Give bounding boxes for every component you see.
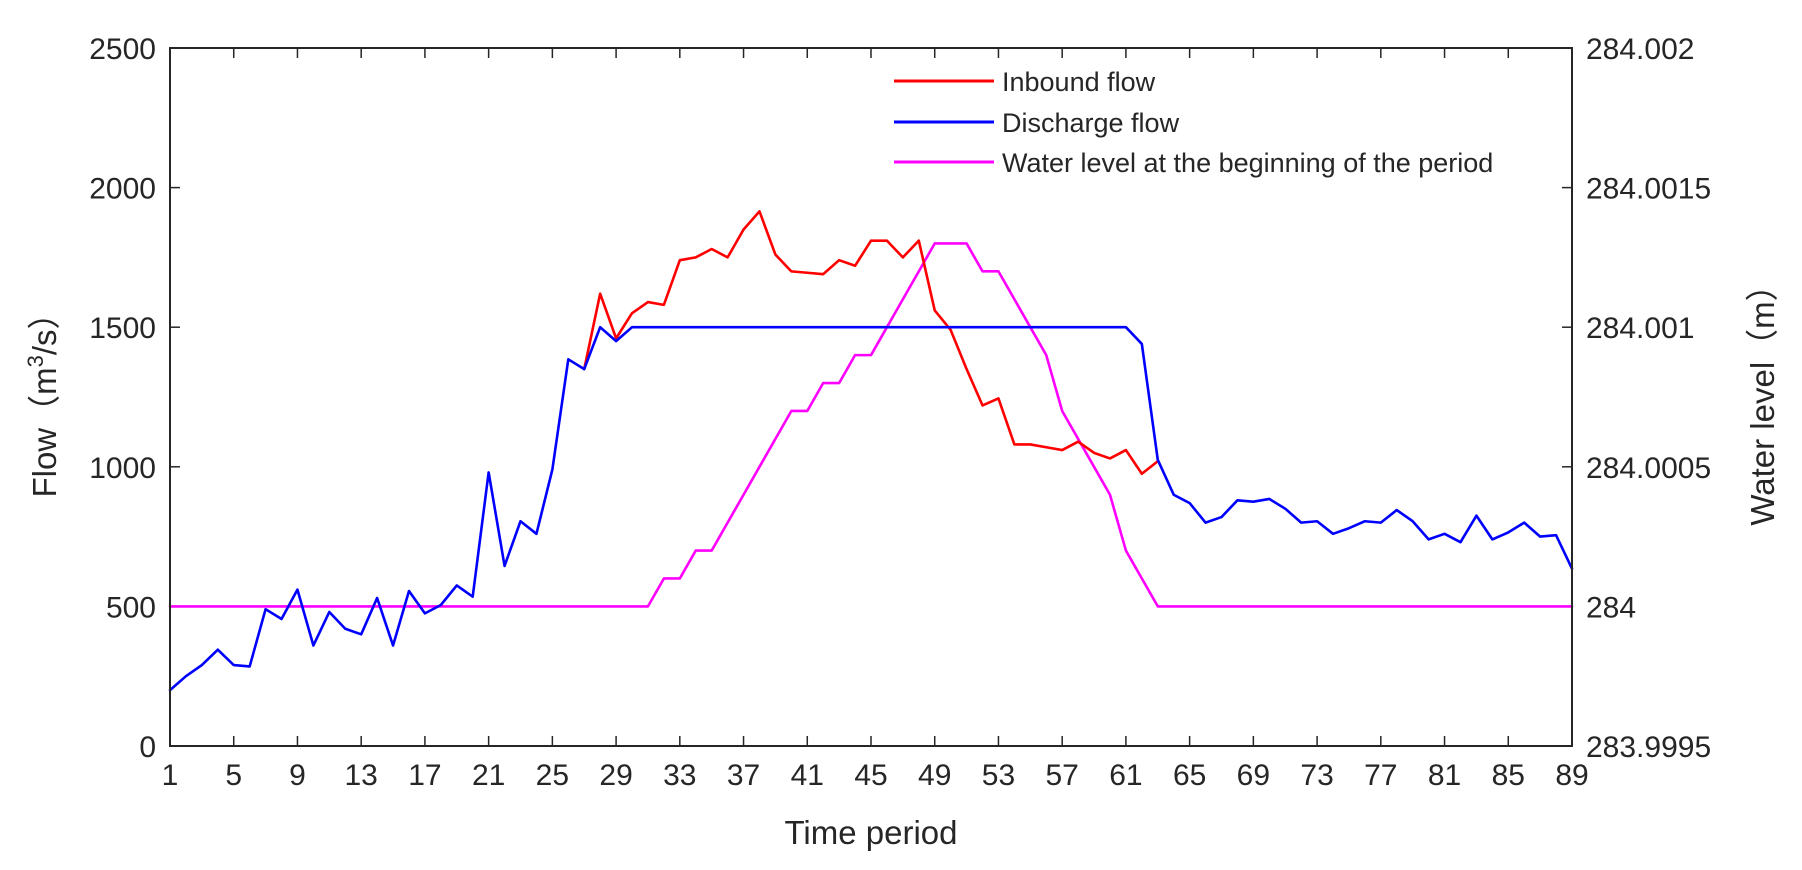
left-y-tick-label: 1500 xyxy=(89,312,156,345)
x-tick-label: 69 xyxy=(1237,759,1270,792)
left-y-tick-label: 2000 xyxy=(89,173,156,206)
tick-labels: 1 5 9 13 17 21 25 29 33 37 41 45 49 53 57 61 65 69 73 77 81 8… xyxy=(89,33,1711,792)
legend: Inbound flow Discharge flow Water level … xyxy=(894,67,1493,178)
right-y-tick-label: 284 xyxy=(1586,591,1636,624)
x-tick-label: 81 xyxy=(1428,759,1461,792)
x-tick-label: 61 xyxy=(1109,759,1142,792)
water-level-line xyxy=(168,242,1574,608)
x-tick-label: 65 xyxy=(1173,759,1206,792)
x-axis-label: Time period xyxy=(784,814,957,851)
x-tick-label: 17 xyxy=(408,759,441,792)
right-y-tick-label: 284.002 xyxy=(1586,33,1694,66)
legend-entry-inbound-flow: Inbound flow xyxy=(894,67,1156,97)
inbound-flow-line xyxy=(582,210,1160,476)
x-tick-label: 33 xyxy=(663,759,696,792)
x-tick-label: 73 xyxy=(1300,759,1333,792)
x-tick-label: 21 xyxy=(472,759,505,792)
x-tick-label: 85 xyxy=(1492,759,1525,792)
x-tick-label: 29 xyxy=(599,759,632,792)
left-y-tick-label: 1000 xyxy=(89,452,156,485)
x-tick-label: 41 xyxy=(791,759,824,792)
left-y-tick-label: 2500 xyxy=(89,33,156,66)
x-tick-label: 9 xyxy=(289,759,306,792)
discharge-flow-line xyxy=(168,325,1574,692)
x-tick-label: 25 xyxy=(536,759,569,792)
x-tick-label: 77 xyxy=(1364,759,1397,792)
legend-entry-water-level: Water level at the beginning of the peri… xyxy=(894,148,1493,178)
x-tick-label: 13 xyxy=(344,759,377,792)
x-tick-label: 5 xyxy=(225,759,242,792)
legend-label-discharge-flow: Discharge flow xyxy=(1002,108,1180,138)
series-lines xyxy=(168,210,1574,692)
left-y-axis-label-suffix: /s） xyxy=(26,296,63,355)
left-y-axis-label: Flow（m3/s） xyxy=(23,296,63,497)
legend-entry-discharge-flow: Discharge flow xyxy=(894,108,1180,138)
x-tick-label: 37 xyxy=(727,759,760,792)
right-y-tick-label: 284.0015 xyxy=(1586,173,1711,206)
x-tick-label: 1 xyxy=(162,759,179,792)
x-tick-label: 45 xyxy=(854,759,887,792)
right-y-tick-label: 284.001 xyxy=(1586,312,1694,345)
legend-label-water-level: Water level at the beginning of the peri… xyxy=(1002,148,1493,178)
x-tick-label: 57 xyxy=(1045,759,1078,792)
left-y-tick-label: 500 xyxy=(106,591,156,624)
left-y-axis-label-superscript: 3 xyxy=(23,355,48,367)
legend-label-inbound-flow: Inbound flow xyxy=(1002,67,1156,97)
right-y-tick-label: 283.9995 xyxy=(1586,731,1711,764)
left-y-axis-label-prefix: Flow（m xyxy=(26,367,63,497)
right-y-tick-label: 284.0005 xyxy=(1586,452,1711,485)
x-tick-label: 53 xyxy=(982,759,1015,792)
x-tick-label: 89 xyxy=(1555,759,1588,792)
left-y-tick-label: 0 xyxy=(139,731,156,764)
right-y-axis-label: Water level（m） xyxy=(1744,268,1781,525)
plot-area-frame xyxy=(169,47,1573,747)
x-tick-label: 49 xyxy=(918,759,951,792)
